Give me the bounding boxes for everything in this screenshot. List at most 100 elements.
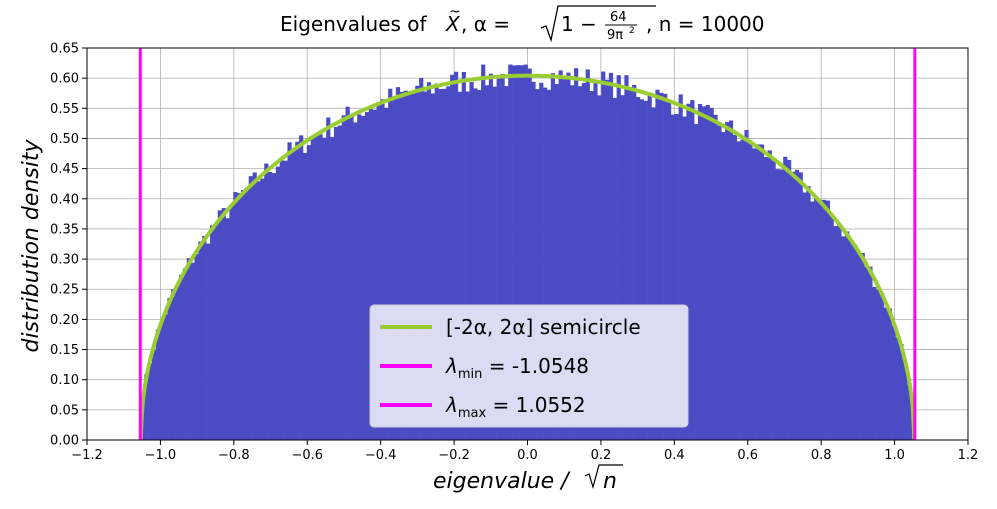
histogram-bar bbox=[186, 258, 191, 440]
title-tilde: ~ bbox=[449, 4, 461, 20]
histogram-bar bbox=[326, 117, 331, 441]
histogram-bar bbox=[411, 91, 416, 440]
x-tick-label: 0.8 bbox=[811, 448, 832, 463]
histogram-bar bbox=[508, 64, 513, 440]
histogram-bar bbox=[271, 173, 277, 441]
histogram-bar bbox=[666, 100, 672, 441]
histogram-bar bbox=[190, 262, 195, 440]
histogram-bar bbox=[535, 89, 540, 441]
histogram-bar bbox=[473, 88, 478, 440]
xlabel-text: eigenvalue / bbox=[433, 469, 571, 494]
eigenvalue-bounds bbox=[138, 48, 917, 440]
histogram-bar bbox=[163, 314, 168, 440]
histogram-bar bbox=[585, 69, 590, 441]
histogram-bar bbox=[221, 208, 226, 440]
histogram-bar bbox=[179, 274, 184, 440]
histogram-bar bbox=[876, 289, 881, 440]
histogram-bar bbox=[330, 136, 335, 440]
histogram-bar bbox=[457, 91, 463, 441]
histogram-bar bbox=[357, 114, 362, 440]
histogram-bar bbox=[399, 91, 404, 440]
histogram-bar bbox=[845, 231, 850, 440]
histogram-bar bbox=[705, 104, 710, 440]
histogram-bar bbox=[725, 122, 730, 440]
histogram-bar bbox=[434, 83, 439, 440]
histogram-bar bbox=[364, 112, 370, 440]
y-tick-label: 0.60 bbox=[50, 72, 79, 87]
histogram-bar bbox=[562, 77, 567, 441]
histogram-bar bbox=[744, 130, 749, 441]
histogram-bar bbox=[899, 343, 904, 440]
x-tick-label: 1.0 bbox=[884, 448, 905, 463]
histogram-bar bbox=[446, 86, 451, 440]
histogram-bar bbox=[268, 172, 273, 441]
histogram-bar bbox=[651, 107, 656, 441]
histogram-bar bbox=[461, 72, 466, 440]
histogram-bar bbox=[771, 160, 776, 440]
histogram-bar bbox=[380, 99, 385, 440]
histogram-bar bbox=[841, 236, 846, 440]
histogram-bar bbox=[295, 141, 300, 440]
histogram-bar bbox=[833, 226, 838, 440]
histogram-bar bbox=[821, 199, 827, 440]
histogram-bar bbox=[903, 362, 908, 440]
histogram-bar bbox=[264, 163, 269, 440]
histogram-bar bbox=[256, 181, 261, 440]
y-tick-label: 0.05 bbox=[50, 403, 79, 418]
histogram-bar bbox=[694, 124, 699, 440]
histogram-bar bbox=[349, 115, 354, 440]
histogram-bar bbox=[388, 88, 393, 441]
histogram-bar bbox=[872, 286, 877, 440]
histogram-bar bbox=[310, 135, 315, 441]
histogram-bar bbox=[709, 107, 714, 440]
histogram-bar bbox=[697, 103, 703, 440]
histogram-bar bbox=[333, 126, 339, 441]
histogram-bar bbox=[279, 160, 284, 440]
legend-lambda-max-sub: max bbox=[458, 406, 487, 421]
y-tick-label: 0.20 bbox=[50, 313, 79, 328]
histogram-bar bbox=[368, 108, 373, 441]
histogram-bar bbox=[690, 100, 695, 440]
x-tick-label: 0.2 bbox=[591, 448, 612, 463]
legend-lambda-max-value: = 1.0552 bbox=[486, 393, 585, 417]
histogram-bar bbox=[488, 73, 494, 440]
histogram-bar bbox=[155, 329, 160, 440]
histogram-bar bbox=[748, 140, 753, 440]
histogram-bar bbox=[531, 81, 536, 441]
histogram-bar bbox=[852, 244, 858, 440]
y-tick-label: 0.30 bbox=[50, 253, 79, 268]
histogram-bar bbox=[620, 95, 625, 440]
title-denominator-sup: 2 bbox=[629, 26, 635, 36]
histogram-bar bbox=[527, 68, 532, 440]
histogram-bar bbox=[601, 71, 606, 440]
axis-ticks: −1.2 −1.0 −0.8 −0.6 −0.4 −0.2 0.0 0.2 0.4 0.6 0.8 1… bbox=[50, 42, 978, 464]
legend-lambda-max-label: λmax = 1.0552 bbox=[445, 393, 586, 421]
legend-box bbox=[369, 304, 689, 428]
legend: [-2α, 2α] semicircle λmin = -1.0548 λmax… bbox=[369, 304, 689, 428]
histogram-bar bbox=[647, 92, 652, 441]
histogram-bar bbox=[419, 77, 424, 441]
y-tick-label: 0.65 bbox=[50, 42, 79, 57]
title-one-minus: 1 − bbox=[561, 12, 597, 36]
title-n: , n = 10000 bbox=[646, 12, 765, 36]
histogram-bar bbox=[554, 84, 559, 441]
histogram-bar bbox=[306, 145, 312, 440]
histogram-bar bbox=[632, 84, 637, 440]
histogram-bar bbox=[628, 86, 633, 440]
histogram-bar bbox=[496, 77, 501, 440]
x-tick-label: −0.4 bbox=[365, 448, 397, 463]
histogram-bar bbox=[825, 200, 830, 440]
histogram-bar bbox=[237, 193, 242, 440]
histogram-bar bbox=[523, 64, 528, 440]
histogram-bar bbox=[895, 337, 900, 440]
histogram-bar bbox=[361, 115, 366, 440]
legend-semicircle-label: [-2α, 2α] semicircle bbox=[446, 315, 641, 339]
histogram-bar bbox=[260, 178, 265, 440]
histogram-bar bbox=[376, 102, 381, 440]
y-tick-label: 0.00 bbox=[50, 434, 79, 449]
histogram-bar bbox=[442, 88, 447, 440]
histogram-bar bbox=[287, 142, 292, 441]
semicircle-curve-layer bbox=[138, 73, 917, 441]
